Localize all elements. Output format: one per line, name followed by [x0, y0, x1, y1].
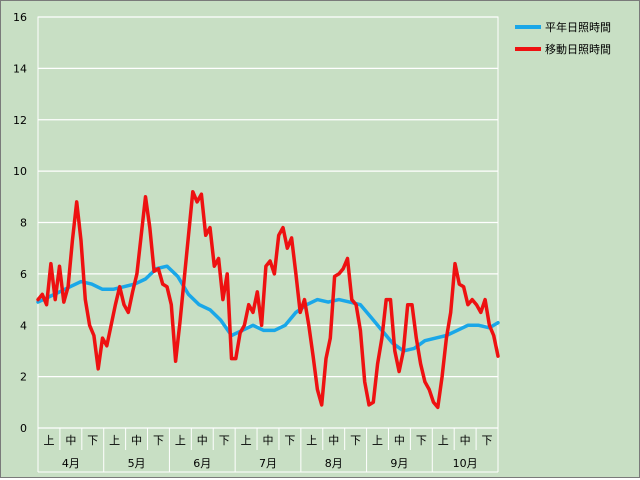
x-period-label: 中 [460, 434, 471, 447]
x-month-label: 4月 [62, 457, 80, 470]
y-axis: 0 2 4 6 8 10 12 14 16 [13, 11, 39, 435]
y-tick-label: 2 [20, 371, 27, 384]
x-period-label: 下 [87, 434, 98, 447]
x-period-label: 下 [153, 434, 164, 447]
y-tick-label: 0 [20, 422, 27, 435]
x-period-label: 中 [131, 434, 142, 447]
x-axis: 上中下上中下上中下上中下上中下上中下上中下4月 5月 6月 7月 8月 9月 10月 [37, 427, 499, 473]
y-tick-label: 12 [13, 114, 27, 127]
x-period-label: 中 [394, 434, 405, 447]
x-period-label: 上 [43, 434, 54, 447]
x-period-label: 上 [241, 434, 252, 447]
x-month-label: 10月 [453, 457, 478, 470]
y-tick-label: 16 [13, 11, 27, 24]
x-month-label: 7月 [259, 457, 277, 470]
series-line-1 [36, 189, 500, 410]
series-line-0 [36, 264, 500, 353]
x-period-label: 下 [416, 434, 427, 447]
x-period-label: 中 [197, 434, 208, 447]
x-period-label: 中 [328, 434, 339, 447]
x-month-label: 5月 [128, 457, 146, 470]
y-tick-label: 10 [13, 165, 27, 178]
y-tick-label: 4 [20, 319, 27, 332]
x-period-label: 中 [263, 434, 274, 447]
x-period-label: 上 [109, 434, 120, 447]
y-tick-label: 14 [13, 62, 27, 75]
x-period-label: 下 [219, 434, 230, 447]
y-tick-label: 8 [20, 217, 27, 230]
series-lines [36, 189, 500, 410]
x-period-label: 上 [306, 434, 317, 447]
x-period-label: 下 [350, 434, 361, 447]
x-period-label: 下 [482, 434, 493, 447]
y-tick-label: 6 [20, 268, 27, 281]
x-period-label: 上 [175, 434, 186, 447]
legend-label-0: 平年日照時間 [545, 20, 611, 34]
legend-label-1: 移動日照時間 [545, 42, 611, 56]
x-period-label: 上 [438, 434, 449, 447]
x-period-label: 中 [65, 434, 76, 447]
x-month-label: 6月 [193, 457, 211, 470]
x-month-label: 8月 [325, 457, 343, 470]
grid-lines [38, 16, 498, 378]
x-period-label: 下 [284, 434, 295, 447]
x-month-label: 9月 [390, 457, 408, 470]
x-period-label: 上 [372, 434, 383, 447]
